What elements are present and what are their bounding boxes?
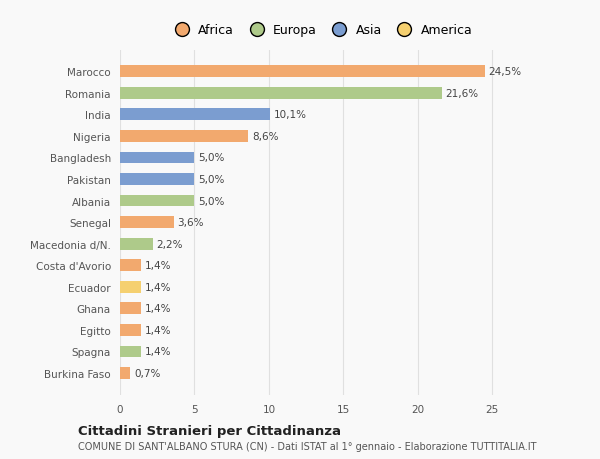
Bar (120, 88, 442, 100)
Text: 24,5%: 24,5% (488, 67, 521, 77)
Bar (120, 109, 271, 121)
Bar (120, 66, 485, 78)
Text: 5,0%: 5,0% (198, 196, 224, 206)
Text: 2,2%: 2,2% (157, 239, 183, 249)
Text: COMUNE DI SANT'ALBANO STURA (CN) - Dati ISTAT al 1° gennaio - Elaborazione TUTTI: COMUNE DI SANT'ALBANO STURA (CN) - Dati … (78, 441, 536, 451)
Text: Cittadini Stranieri per Cittadinanza: Cittadini Stranieri per Cittadinanza (78, 424, 341, 437)
Text: 5,0%: 5,0% (198, 174, 224, 185)
Bar (120, 131, 248, 142)
Text: 5,0%: 5,0% (198, 153, 224, 163)
Bar (120, 195, 194, 207)
Text: 1,4%: 1,4% (145, 304, 171, 313)
Text: 1,4%: 1,4% (145, 347, 171, 357)
Bar (120, 152, 194, 164)
Bar (120, 324, 141, 336)
Text: 1,4%: 1,4% (145, 325, 171, 335)
Bar (120, 260, 141, 272)
Text: 1,4%: 1,4% (145, 282, 171, 292)
Text: 1,4%: 1,4% (145, 261, 171, 271)
Bar (120, 367, 130, 379)
Bar (120, 174, 194, 185)
Bar (120, 346, 141, 358)
Text: 21,6%: 21,6% (445, 89, 478, 99)
Legend: Africa, Europa, Asia, America: Africa, Europa, Asia, America (164, 19, 478, 42)
Text: 3,6%: 3,6% (178, 218, 204, 228)
Bar (120, 217, 173, 229)
Text: 8,6%: 8,6% (252, 132, 278, 141)
Bar (120, 281, 141, 293)
Bar (120, 303, 141, 314)
Text: 10,1%: 10,1% (274, 110, 307, 120)
Text: 0,7%: 0,7% (134, 368, 161, 378)
Bar (120, 238, 153, 250)
